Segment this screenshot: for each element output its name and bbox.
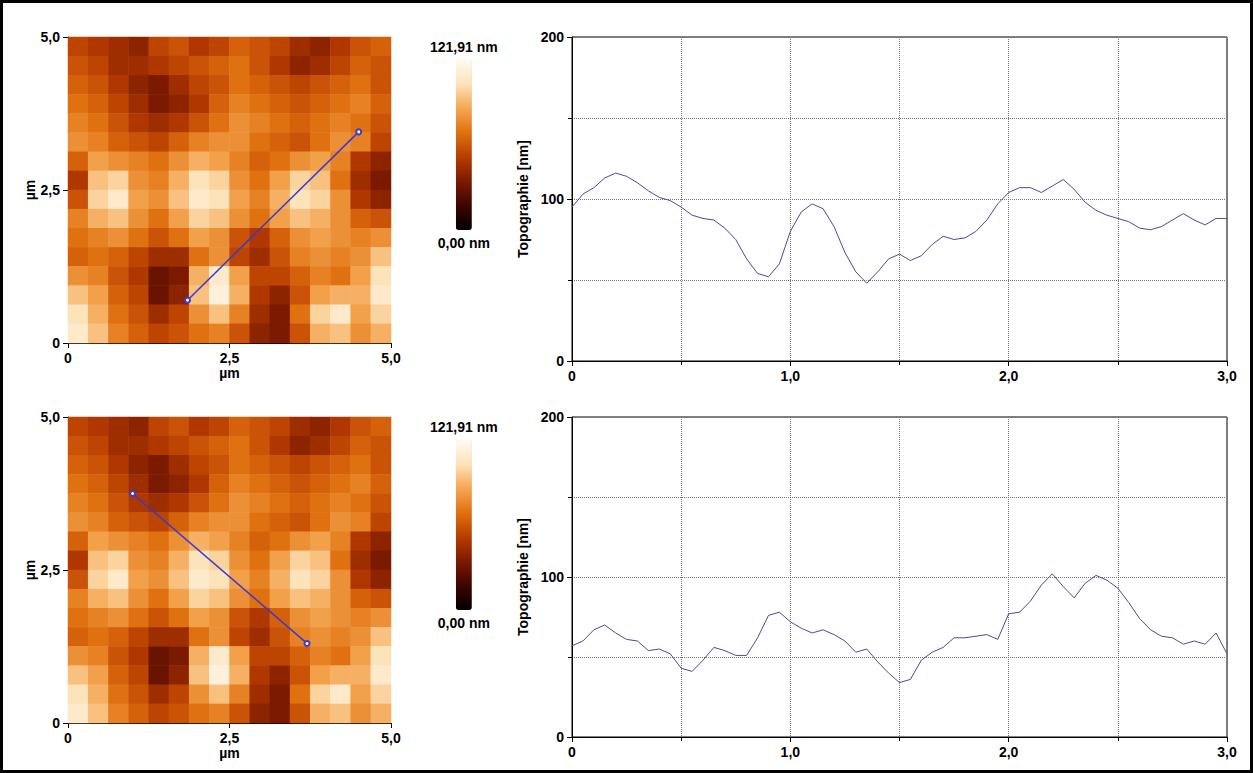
svg-text:0: 0 xyxy=(556,353,564,369)
svg-text:2,5: 2,5 xyxy=(41,182,61,198)
svg-text:2,0: 2,0 xyxy=(999,368,1019,384)
svg-text:200: 200 xyxy=(541,409,565,425)
svg-text:0,00 nm: 0,00 nm xyxy=(438,615,490,631)
svg-text:0: 0 xyxy=(568,368,576,384)
svg-text:0: 0 xyxy=(568,744,576,760)
svg-text:µm: µm xyxy=(219,745,240,761)
svg-text:0,00 nm: 0,00 nm xyxy=(438,235,490,251)
svg-text:0: 0 xyxy=(52,335,60,351)
svg-text:µm: µm xyxy=(219,365,240,381)
svg-text:2,5: 2,5 xyxy=(41,562,61,578)
svg-text:µm: µm xyxy=(22,560,38,581)
svg-text:2,5: 2,5 xyxy=(220,350,240,366)
svg-text:2,0: 2,0 xyxy=(999,744,1019,760)
svg-text:µm: µm xyxy=(22,180,38,201)
svg-text:100: 100 xyxy=(541,569,565,585)
svg-text:Topographie [nm]: Topographie [nm] xyxy=(515,518,531,636)
svg-text:5,0: 5,0 xyxy=(41,409,61,425)
svg-text:1,0: 1,0 xyxy=(781,744,801,760)
svg-text:200: 200 xyxy=(541,29,565,45)
svg-text:0: 0 xyxy=(64,350,72,366)
svg-text:1,0: 1,0 xyxy=(781,368,801,384)
svg-text:5,0: 5,0 xyxy=(381,730,401,746)
svg-text:5,0: 5,0 xyxy=(381,350,401,366)
svg-text:0: 0 xyxy=(52,715,60,731)
svg-text:0: 0 xyxy=(64,730,72,746)
svg-text:3,0: 3,0 xyxy=(1217,744,1237,760)
svg-text:3,0: 3,0 xyxy=(1217,368,1237,384)
svg-text:5,0: 5,0 xyxy=(41,29,61,45)
svg-text:0: 0 xyxy=(556,729,564,745)
svg-text:121,91 nm: 121,91 nm xyxy=(430,419,498,435)
svg-text:2,5: 2,5 xyxy=(220,730,240,746)
svg-text:Topographie [nm]: Topographie [nm] xyxy=(515,140,531,258)
svg-text:100: 100 xyxy=(541,191,565,207)
svg-text:121,91 nm: 121,91 nm xyxy=(430,39,498,55)
